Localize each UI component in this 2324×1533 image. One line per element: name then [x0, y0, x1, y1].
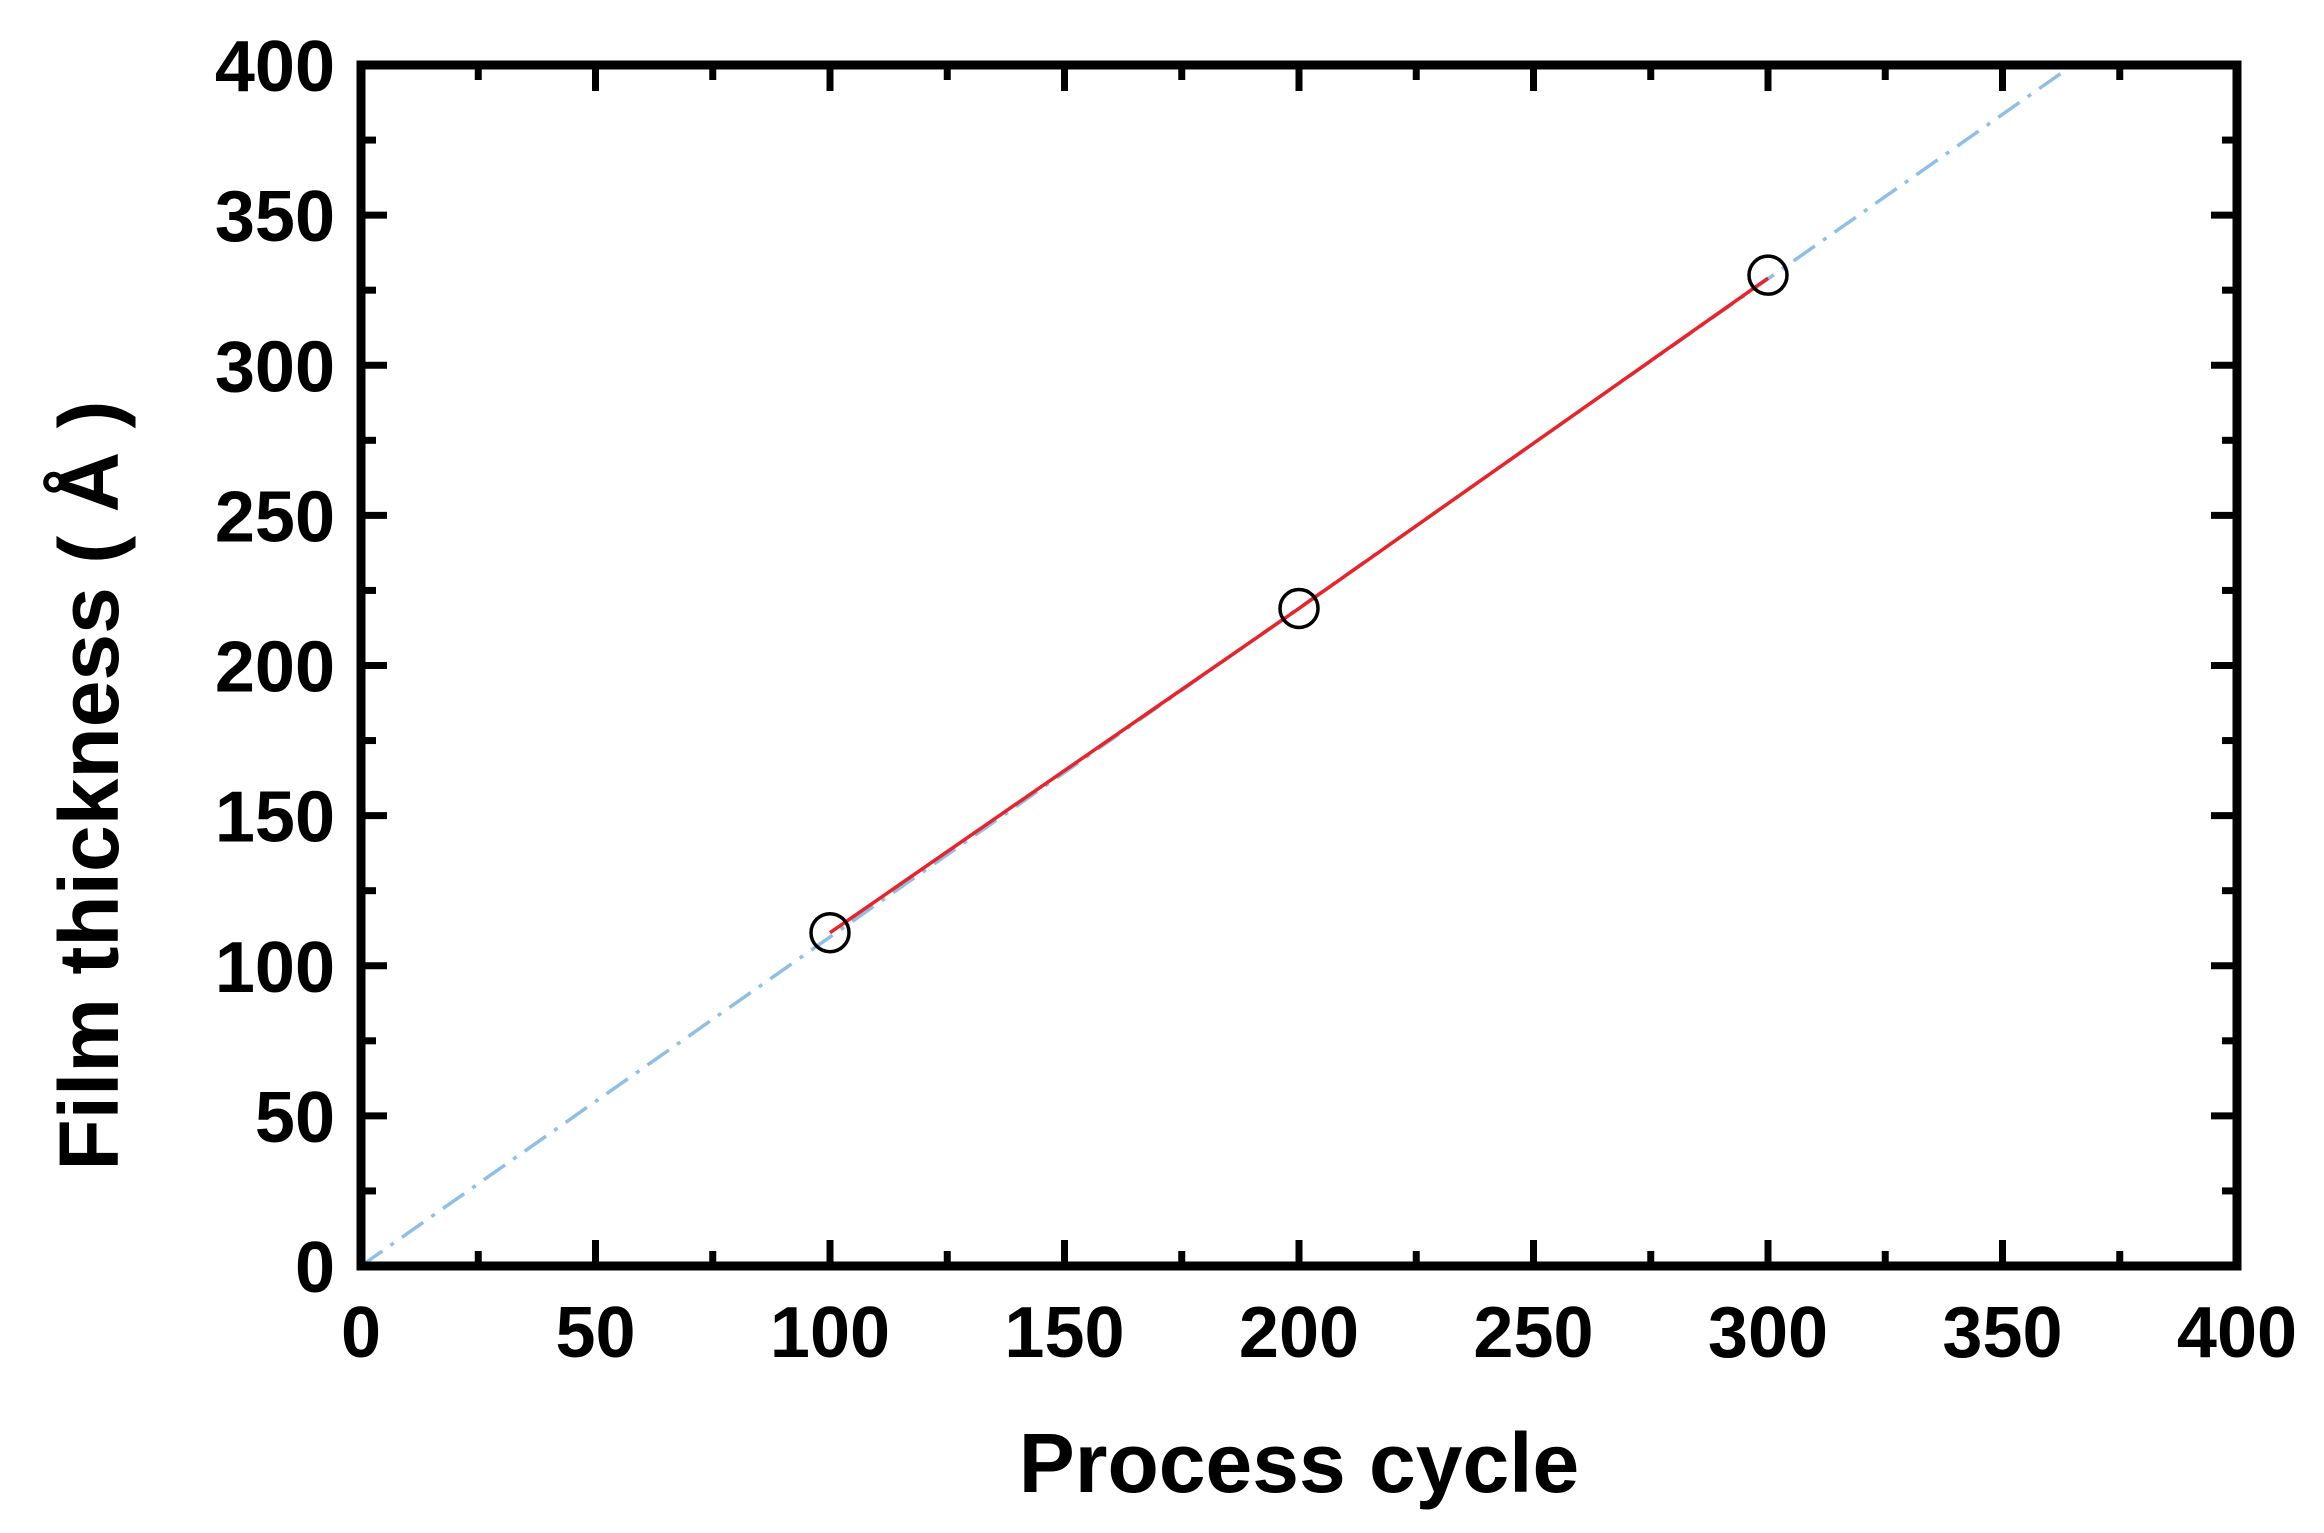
- x-tick-label: 350: [1942, 1293, 2062, 1373]
- y-tick-label: 250: [215, 477, 335, 557]
- data-point: [809, 911, 851, 954]
- plot-frame: [356, 60, 2242, 1271]
- y-tick-label: 350: [215, 177, 335, 257]
- x-tick-label: 200: [1239, 1293, 1359, 1373]
- y-tick-label: 200: [215, 628, 335, 708]
- fit-line: [829, 276, 1770, 935]
- y-tick-label: 400: [215, 27, 335, 107]
- y-tick-label: 0: [295, 1228, 335, 1308]
- x-tick-label: 0: [341, 1293, 381, 1373]
- y-axis-title: Film thickness ( Å ): [42, 401, 136, 1171]
- y-tick-label: 50: [255, 1078, 335, 1158]
- x-axis-title: Process cycle: [1019, 1416, 1579, 1510]
- plot-area: [359, 63, 2074, 1268]
- tick-labels: 0 50 100 150 200 250 300 350 400 0 50 100 150 200 250 3…: [215, 27, 2297, 1373]
- y-tick-label: 300: [215, 327, 335, 407]
- x-tick-label: 300: [1708, 1293, 1828, 1373]
- x-tick-label: 400: [2177, 1293, 2297, 1373]
- data-point: [1747, 254, 1789, 296]
- x-tick-label: 250: [1473, 1293, 1593, 1373]
- data-point: [1278, 587, 1320, 630]
- y-tick-label: 100: [215, 928, 335, 1008]
- x-tick-label: 150: [1004, 1293, 1124, 1373]
- axis-ticks: [357, 61, 2241, 1270]
- y-tick-label: 150: [215, 778, 335, 858]
- x-tick-label: 50: [555, 1293, 635, 1373]
- x-tick-label: 100: [770, 1293, 890, 1373]
